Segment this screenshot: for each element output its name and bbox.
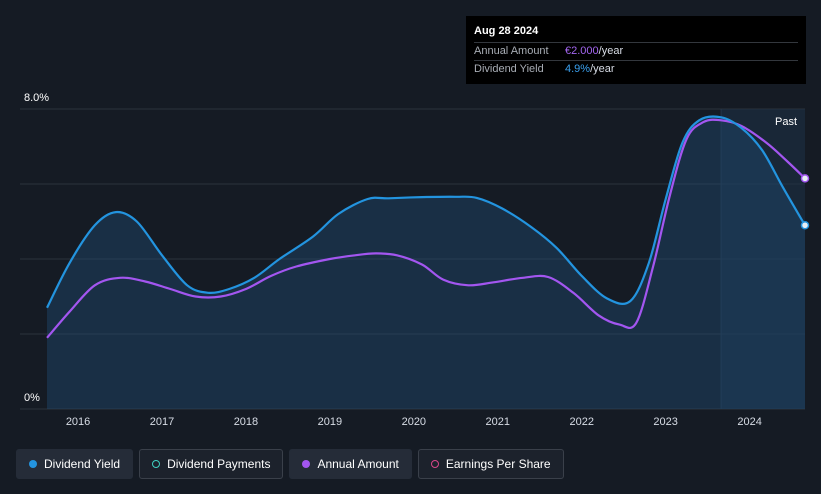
x-tick-label: 2024 [737, 416, 761, 428]
tooltip-row-dividend-yield: Dividend Yield 4.9% /year [474, 60, 798, 78]
y-axis-top-label: 8.0% [24, 92, 49, 104]
dividend-yield-line [46, 115, 806, 309]
tooltip-date: Aug 28 2024 [474, 25, 539, 37]
ring-dot-icon [152, 460, 161, 468]
dividend-yield-endpoint [800, 221, 810, 230]
legend-earnings-per-share[interactable]: Earnings Per Share [417, 449, 564, 479]
ring-dot-icon [430, 460, 439, 468]
legend-label: Earnings Per Share [445, 457, 551, 471]
area-layer [47, 109, 805, 410]
x-axis-ticks: 2016 2017 2018 2019 2020 2021 2022 2023 2024 [66, 416, 762, 428]
x-tick-label: 2020 [402, 416, 426, 428]
tooltip-label: Annual Amount [474, 45, 549, 57]
tooltip-value: €2.000 [565, 45, 599, 57]
tooltip-label: Dividend Yield [474, 63, 544, 75]
x-tick-label: 2018 [234, 416, 258, 428]
legend-annual-amount[interactable]: Annual Amount [289, 449, 412, 479]
legend-label: Dividend Yield [44, 457, 121, 471]
x-tick-label: 2022 [569, 416, 593, 428]
annual-amount-line [46, 118, 806, 339]
legend-dividend-payments[interactable]: Dividend Payments [139, 449, 284, 479]
past-label: Past [775, 116, 797, 128]
filled-dot-icon [302, 460, 311, 468]
line-layer [46, 115, 806, 339]
legend-dividend-yield[interactable]: Dividend Yield [16, 449, 134, 479]
x-tick-label: 2023 [653, 416, 677, 428]
x-tick-label: 2017 [150, 416, 174, 428]
legend-label: Dividend Payments [167, 457, 271, 471]
tooltip-unit: /year [598, 45, 624, 57]
x-tick-label: 2021 [486, 416, 510, 428]
chart-legend: Dividend Yield Dividend Payments Annual … [16, 449, 564, 479]
dividend-yield-area [47, 116, 805, 410]
legend-label: Annual Amount [317, 457, 399, 471]
endpoint-layer [800, 174, 810, 230]
annual-amount-endpoint [800, 174, 810, 183]
filled-dot-icon [29, 460, 37, 468]
y-axis-bottom-label: 0% [24, 392, 40, 404]
tooltip: Aug 28 2024 Annual Amount €2.000 /year D… [466, 16, 806, 84]
past-region [721, 109, 805, 409]
tooltip-unit: /year [590, 63, 615, 75]
x-tick-label: 2019 [318, 416, 342, 428]
tooltip-value: 4.9% [565, 63, 591, 75]
tooltip-row-annual-amount: Annual Amount €2.000 /year [474, 42, 798, 60]
x-tick-label: 2016 [66, 416, 90, 428]
